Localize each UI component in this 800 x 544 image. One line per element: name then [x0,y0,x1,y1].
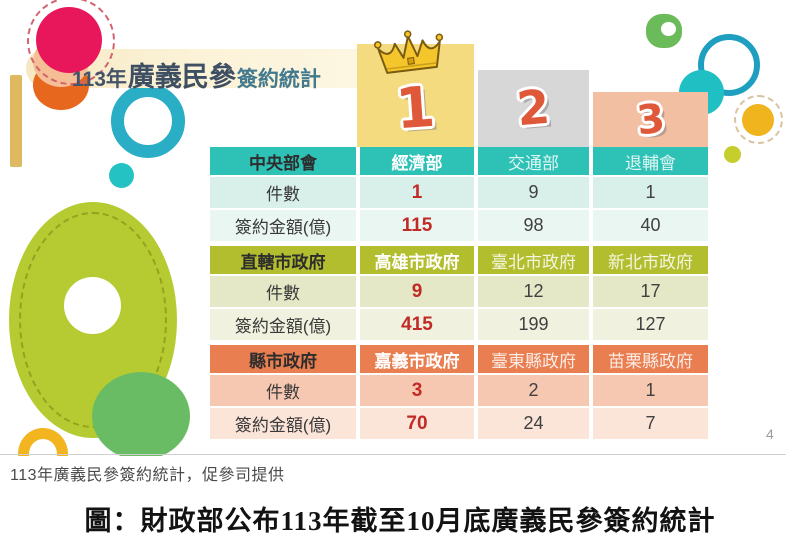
table-value: 1 [593,177,708,208]
row-label: 簽約金額(億) [210,309,356,340]
photo-credit-caption: 113年廣義民參簽約統計，促參司提供 [10,467,285,484]
tan-bar-decoration [10,75,22,167]
table-section-county: 縣市政府 嘉義市政府 臺東縣政府 苗栗縣政府 件數 3 2 1 簽約金額(億) … [210,345,708,439]
green-doodle-hole [661,22,676,36]
divider-line [0,454,786,455]
column-header: 嘉義市政府 [360,345,474,373]
rank-2-number: 2 [514,79,553,138]
yellow-dot-decoration [742,104,774,136]
table-value: 70 [360,408,474,439]
table-value: 98 [478,210,589,241]
section-category: 中央部會 [210,147,356,175]
table-value: 127 [593,309,708,340]
table-section-central: 中央部會 經濟部 交通部 退輔會 件數 1 9 1 簽約金額(億) 115 98… [210,147,708,241]
section-category: 縣市政府 [210,345,356,373]
table-value: 1 [360,177,474,208]
rank-1-number: 1 [393,74,438,142]
podium-rank-3: 3 [593,92,708,147]
column-header: 交通部 [478,147,589,175]
table-value: 199 [478,309,589,340]
table-value: 3 [360,375,474,406]
table-value: 17 [593,276,708,307]
row-label: 件數 [210,177,356,208]
table-value: 2 [478,375,589,406]
dashed-ring-small [734,95,783,144]
title-year: 113年 [72,68,127,91]
slide-title: 113年 廣義民參 簽約統計 [72,49,321,94]
podium-rank-2: 2 [478,70,589,147]
row-label: 件數 [210,375,356,406]
row-label: 簽約金額(億) [210,210,356,241]
column-header: 臺東縣政府 [478,345,589,373]
table-section-municipal: 直轄市政府 高雄市政府 臺北市政府 新北市政府 件數 9 12 17 簽約金額(… [210,246,708,340]
green-circle-decoration [92,372,190,456]
page-number: 4 [766,426,774,442]
table-value: 40 [593,210,708,241]
yellow-arch-decoration [18,428,68,456]
table-value: 24 [478,408,589,439]
table-value: 9 [478,177,589,208]
crown-icon [374,30,444,74]
lime-donut-hole [64,277,121,334]
table-value: 9 [360,276,474,307]
table-value: 415 [360,309,474,340]
dashed-ring-decoration [27,0,115,85]
infographic-slide: 113年 廣義民參 簽約統計 1 2 3 中央部會 經濟部 交通部 [0,0,786,456]
column-header: 經濟部 [360,147,474,175]
table-value: 12 [478,276,589,307]
column-header: 退輔會 [593,147,708,175]
teal-dot-decoration [109,163,134,188]
table-value: 115 [360,210,474,241]
stats-table: 中央部會 經濟部 交通部 退輔會 件數 1 9 1 簽約金額(億) 115 98… [210,147,708,444]
column-header: 臺北市政府 [478,246,589,274]
column-header: 新北市政府 [593,246,708,274]
teal-sketch-ring [698,34,760,96]
row-label: 簽約金額(億) [210,408,356,439]
title-suffix: 簽約統計 [236,68,321,91]
teal-ring-decoration [111,84,185,158]
column-header: 苗栗縣政府 [593,345,708,373]
title-main: 廣義民參 [127,62,236,92]
figure-caption: 圖：財政部公布113年截至10月底廣義民參簽約統計 [84,506,716,536]
rank-3-number: 3 [634,95,667,144]
row-label: 件數 [210,276,356,307]
table-value: 1 [593,375,708,406]
olive-dot-decoration [724,146,741,163]
table-value: 7 [593,408,708,439]
section-category: 直轄市政府 [210,246,356,274]
column-header: 高雄市政府 [360,246,474,274]
